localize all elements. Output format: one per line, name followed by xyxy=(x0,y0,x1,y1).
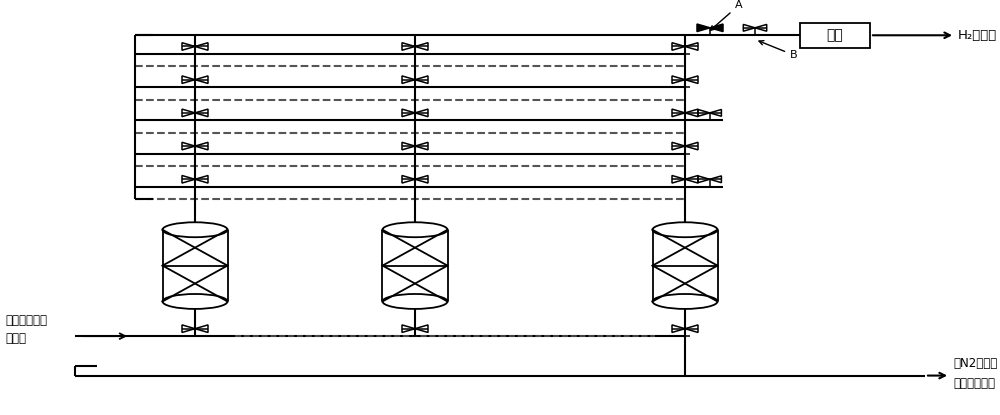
Text: 富N2解析气: 富N2解析气 xyxy=(953,357,997,371)
Polygon shape xyxy=(195,109,208,117)
Polygon shape xyxy=(415,109,428,117)
Polygon shape xyxy=(402,142,415,150)
Text: A: A xyxy=(710,0,743,30)
Polygon shape xyxy=(195,43,208,50)
Polygon shape xyxy=(182,325,195,332)
Ellipse shape xyxy=(382,222,448,237)
Polygon shape xyxy=(685,109,698,117)
Polygon shape xyxy=(182,76,195,83)
Polygon shape xyxy=(685,176,698,183)
Polygon shape xyxy=(402,76,415,83)
Polygon shape xyxy=(195,325,208,332)
Polygon shape xyxy=(402,325,415,332)
Ellipse shape xyxy=(162,294,228,309)
Polygon shape xyxy=(402,109,415,117)
Polygon shape xyxy=(672,142,685,150)
Polygon shape xyxy=(402,43,415,50)
Polygon shape xyxy=(415,325,428,332)
Polygon shape xyxy=(182,109,195,117)
Text: 原料气: 原料气 xyxy=(5,332,26,345)
Text: B: B xyxy=(759,41,798,60)
Text: 经精制除杂的: 经精制除杂的 xyxy=(5,314,47,327)
Text: 进入低温精馏: 进入低温精馏 xyxy=(953,376,995,390)
Polygon shape xyxy=(195,176,208,183)
Ellipse shape xyxy=(652,222,718,237)
Polygon shape xyxy=(685,325,698,332)
Ellipse shape xyxy=(382,294,448,309)
Polygon shape xyxy=(672,43,685,50)
Polygon shape xyxy=(672,176,685,183)
Polygon shape xyxy=(697,24,710,32)
Bar xyxy=(800,23,870,48)
Polygon shape xyxy=(415,176,428,183)
Polygon shape xyxy=(672,76,685,83)
Polygon shape xyxy=(182,142,195,150)
Polygon shape xyxy=(672,325,685,332)
Text: H₂产品气: H₂产品气 xyxy=(958,29,997,42)
Polygon shape xyxy=(182,43,195,50)
Polygon shape xyxy=(182,176,195,183)
Polygon shape xyxy=(710,24,723,32)
Polygon shape xyxy=(415,142,428,150)
Polygon shape xyxy=(415,43,428,50)
Ellipse shape xyxy=(162,222,228,237)
Polygon shape xyxy=(685,142,698,150)
Polygon shape xyxy=(195,76,208,83)
Polygon shape xyxy=(402,176,415,183)
Text: 换热: 换热 xyxy=(827,28,843,42)
Polygon shape xyxy=(415,76,428,83)
Polygon shape xyxy=(685,76,698,83)
Polygon shape xyxy=(672,109,685,117)
Ellipse shape xyxy=(652,294,718,309)
Polygon shape xyxy=(195,142,208,150)
Polygon shape xyxy=(685,43,698,50)
